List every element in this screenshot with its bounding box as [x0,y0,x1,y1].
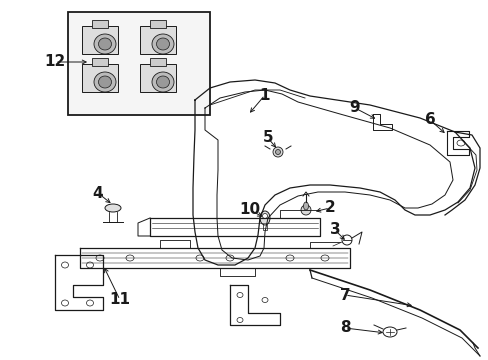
Text: 6: 6 [424,112,434,127]
Ellipse shape [262,297,267,302]
Text: 12: 12 [44,54,65,69]
Text: 2: 2 [324,201,335,216]
Ellipse shape [275,149,280,154]
Bar [150,20,165,28]
Text: 11: 11 [109,292,130,307]
Ellipse shape [94,72,116,92]
Text: 9: 9 [349,100,360,116]
Ellipse shape [96,255,104,261]
Ellipse shape [456,140,464,146]
Text: 3: 3 [329,222,340,238]
Ellipse shape [272,147,283,157]
Bar [92,58,108,66]
Ellipse shape [225,255,234,261]
Ellipse shape [341,235,351,245]
Text: 8: 8 [339,320,349,336]
Ellipse shape [196,255,203,261]
Ellipse shape [61,262,68,268]
Ellipse shape [94,34,116,54]
Ellipse shape [86,300,93,306]
Ellipse shape [98,76,111,88]
Ellipse shape [61,300,68,306]
Bar [82,26,118,54]
Ellipse shape [301,205,310,215]
Text: 7: 7 [339,288,349,302]
Ellipse shape [86,262,93,268]
Ellipse shape [320,255,328,261]
Text: 4: 4 [93,185,103,201]
Ellipse shape [152,34,174,54]
Text: 10: 10 [239,202,260,217]
Bar [92,20,108,28]
Bar [82,64,118,92]
Ellipse shape [237,292,243,297]
Ellipse shape [262,213,267,219]
Ellipse shape [152,72,174,92]
Ellipse shape [285,255,293,261]
Ellipse shape [260,211,269,225]
Bar [150,58,165,66]
Text: 1: 1 [259,87,270,103]
Ellipse shape [382,327,396,337]
Ellipse shape [156,38,169,50]
Bar [68,12,209,115]
Ellipse shape [98,38,111,50]
Bar [140,26,176,54]
Ellipse shape [105,204,121,212]
Ellipse shape [237,318,243,323]
Bar [140,64,176,92]
Ellipse shape [126,255,134,261]
Ellipse shape [303,202,308,210]
Ellipse shape [156,76,169,88]
Text: 5: 5 [262,130,273,145]
